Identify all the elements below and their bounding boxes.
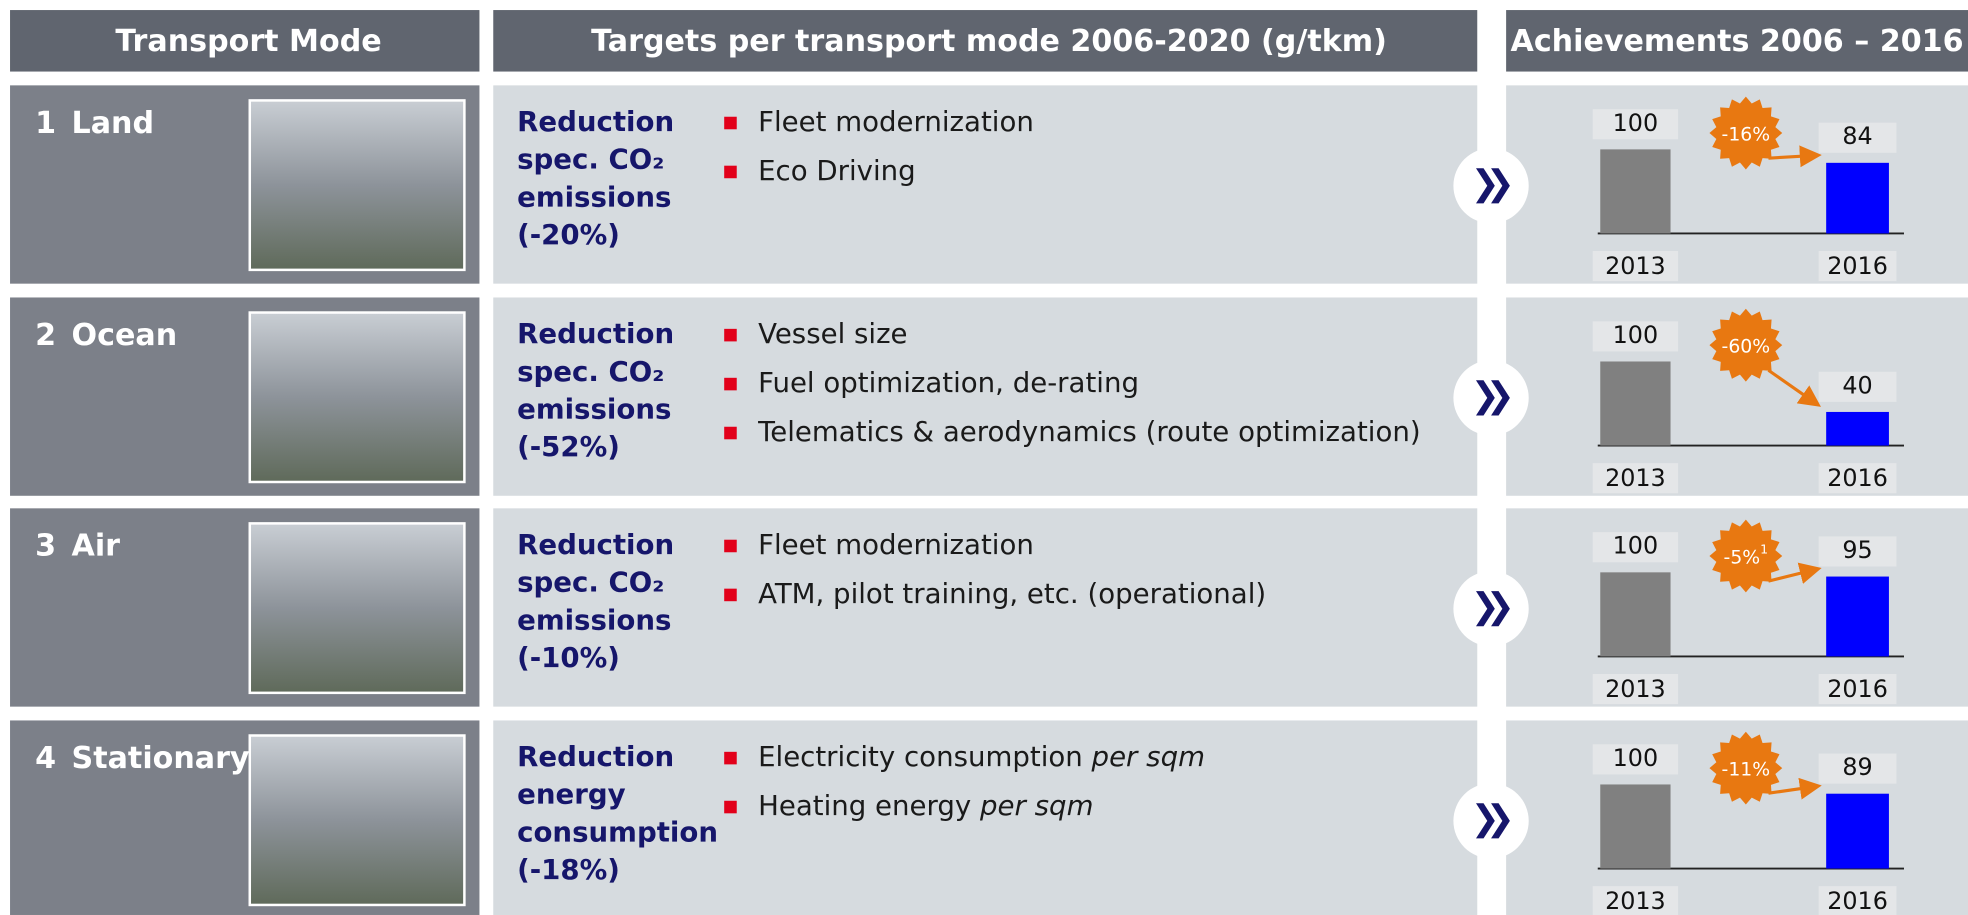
target-line: Reduction (517, 317, 674, 350)
change-value: -60% (1722, 336, 1771, 357)
bar (1600, 149, 1670, 233)
header-text: Achievements 2006 – 2016 (1511, 24, 1964, 59)
change-label: -16% (1722, 124, 1771, 145)
bullet-main: Vessel size (758, 317, 907, 350)
value-label: 100 (1613, 321, 1658, 349)
target-line: (-52%) (517, 430, 620, 463)
year-label: 2013 (1605, 675, 1666, 703)
target-line: spec. CO₂ (517, 566, 664, 599)
row-mode: Ocean (72, 318, 178, 353)
bullet-main: Fleet modernization (758, 105, 1034, 138)
target-line: emissions (517, 392, 671, 425)
target-line: spec. CO₂ (517, 355, 664, 388)
bullet-text: ATM, pilot training, etc. (operational) (758, 577, 1266, 610)
year-label: 2013 (1605, 887, 1666, 915)
bullet-square (724, 329, 737, 342)
year-label: 2016 (1827, 675, 1888, 703)
year-label: 2016 (1827, 464, 1888, 492)
change-footnote: 1 (1760, 541, 1768, 556)
value-label: 100 (1613, 532, 1658, 560)
bullet-square (724, 540, 737, 553)
bar (1826, 794, 1889, 869)
bar (1826, 163, 1889, 234)
bullet-emphasis: per sqm (979, 789, 1093, 822)
bullet-main: Eco Driving (758, 154, 916, 187)
bullet-square (724, 801, 737, 814)
page: Transport Mode Targets per transport mod… (0, 0, 1968, 915)
header-text: Targets per transport mode 2006-2020 (g/… (591, 24, 1387, 59)
row-number: 3 (35, 529, 56, 564)
photo (250, 523, 465, 692)
bullet-square (724, 427, 737, 440)
bullet-square (724, 589, 737, 602)
bullet-text: Fleet modernization (758, 528, 1034, 561)
target-line: spec. CO₂ (517, 143, 664, 176)
bullet-text: Telematics & aerodynamics (route optimiz… (757, 415, 1421, 448)
bullet-text: Fleet modernization (758, 105, 1034, 138)
target-line: (-20%) (517, 218, 620, 251)
row-mode: Land (72, 106, 155, 141)
bullet-main: Telematics & aerodynamics (route optimiz… (757, 415, 1421, 448)
change-label: -60% (1722, 336, 1771, 357)
bullet-text: Heating energy per sqm (758, 789, 1093, 822)
photo (250, 313, 465, 482)
bullet-main: Heating energy (758, 789, 971, 822)
row-number: 1 (35, 106, 56, 141)
target-line: emissions (517, 180, 671, 213)
row-mode: Air (72, 529, 121, 564)
bar (1600, 361, 1670, 445)
year-label: 2016 (1827, 252, 1888, 280)
bullet-main: Electricity consumption (758, 740, 1083, 773)
change-value: -16% (1722, 124, 1771, 145)
change-value: -5% (1724, 547, 1761, 568)
target-line: (-10%) (517, 641, 620, 674)
bullet-text: Electricity consumption per sqm (758, 740, 1205, 773)
target-line: Reduction (517, 740, 674, 773)
target-line: (-18%) (517, 853, 620, 886)
value-label: 89 (1842, 753, 1872, 781)
row-number: 2 (35, 318, 56, 353)
target-line: energy (517, 778, 625, 811)
row-mode: Stationary (72, 741, 250, 776)
bullet-main: ATM, pilot training, etc. (operational) (758, 577, 1266, 610)
target-line: consumption (517, 815, 718, 848)
year-label: 2013 (1605, 252, 1666, 280)
year-label: 2013 (1605, 464, 1666, 492)
bar (1826, 577, 1889, 657)
bullet-text: Vessel size (758, 317, 907, 350)
year-label: 2016 (1827, 887, 1888, 915)
value-label: 40 (1842, 371, 1872, 399)
photo (250, 100, 465, 269)
bar (1826, 412, 1889, 446)
bullet-emphasis: per sqm (1091, 740, 1205, 773)
value-label: 100 (1613, 744, 1658, 772)
bullet-square (724, 378, 737, 391)
bullet-square (724, 166, 737, 179)
bullet-square (724, 752, 737, 765)
value-label: 84 (1842, 122, 1872, 150)
slide: Transport Mode Targets per transport mod… (0, 0, 1968, 915)
value-label: 100 (1613, 109, 1658, 137)
target-line: emissions (517, 603, 671, 636)
bullet-text: Fuel optimization, de-rating (758, 366, 1139, 399)
bullet-main: Fleet modernization (758, 528, 1034, 561)
bullet-text: Eco Driving (758, 154, 916, 187)
change-value: -11% (1722, 759, 1771, 780)
row-number: 4 (35, 741, 56, 776)
bar (1600, 784, 1670, 868)
value-label: 95 (1842, 536, 1872, 564)
bullet-main: Fuel optimization, de-rating (758, 366, 1139, 399)
photo (250, 736, 465, 905)
bullet-square (724, 117, 737, 130)
target-line: Reduction (517, 105, 674, 138)
change-label: -11% (1722, 759, 1771, 780)
bar (1600, 572, 1670, 656)
target-line: Reduction (517, 528, 674, 561)
header-text: Transport Mode (115, 24, 381, 59)
